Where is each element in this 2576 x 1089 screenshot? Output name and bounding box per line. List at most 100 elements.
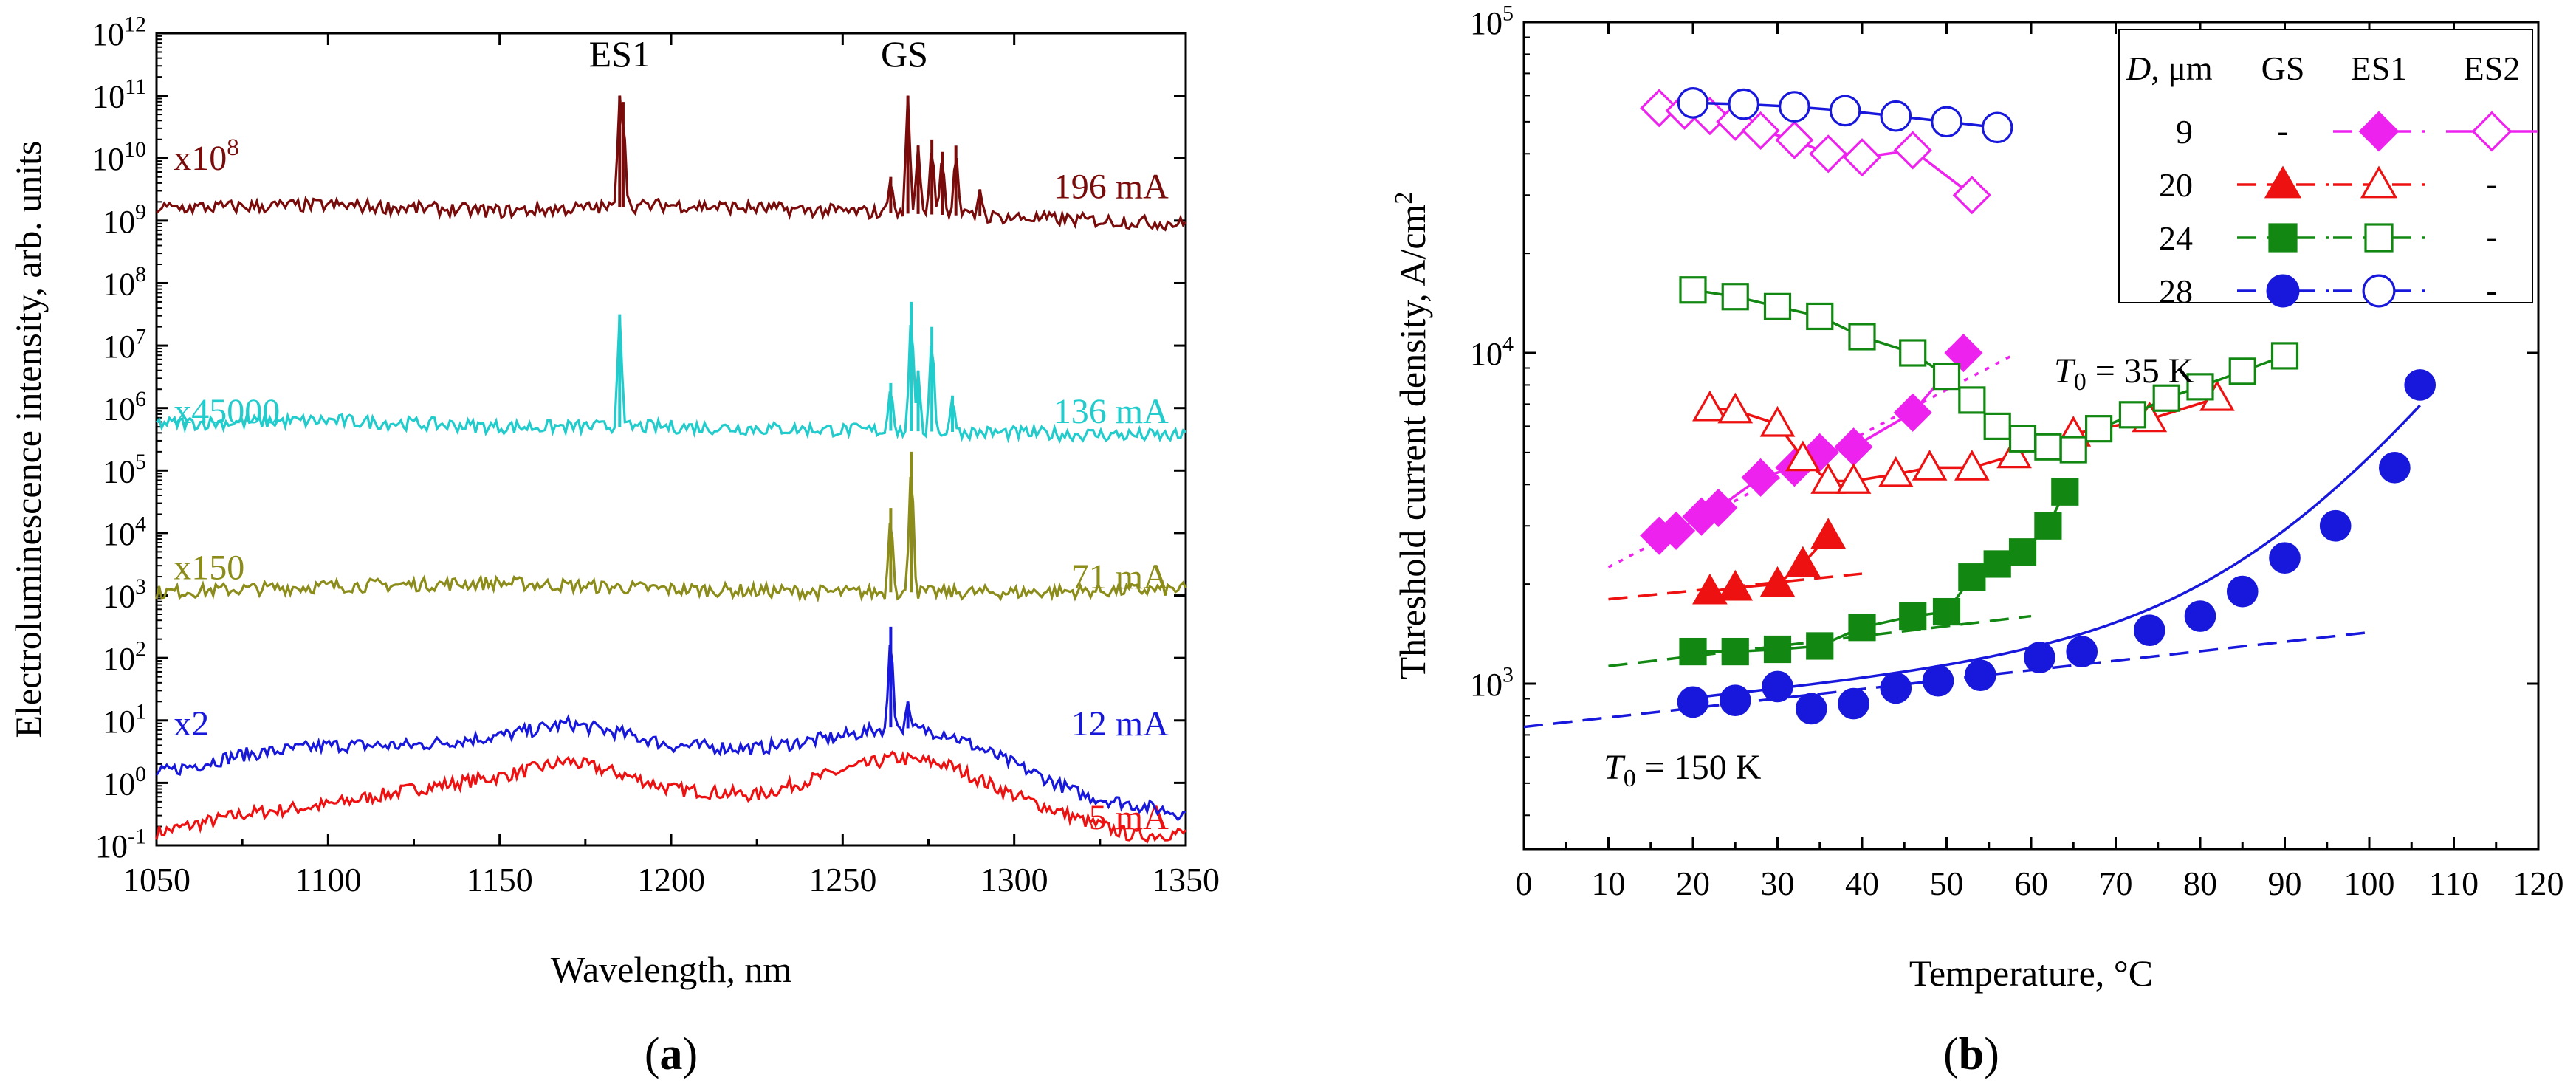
y-tick-label-a: 107 xyxy=(103,325,146,365)
y-tick-label-a: 102 xyxy=(103,637,146,677)
x-tick-label-b: 10 xyxy=(1592,865,1626,902)
y-tick-label-a: 101 xyxy=(103,699,146,739)
series-group-b xyxy=(1640,87,2436,725)
legend-header-d: D, μm xyxy=(2126,49,2213,87)
y-tick-label-a-exp: 12 xyxy=(124,13,146,37)
data-point-d-20-es1 xyxy=(1954,450,1990,481)
legend-marker-es1 xyxy=(2360,165,2398,199)
x-tick-label-b: 20 xyxy=(1676,865,1710,902)
legend-header-es2: ES2 xyxy=(2464,49,2521,87)
data-point-d-20-es1 xyxy=(1785,440,1821,472)
y-tick-label-a-base: 10 xyxy=(103,641,135,677)
current-label: 136 mA xyxy=(1054,392,1169,431)
current-label: 71 mA xyxy=(1071,557,1169,597)
legend-d-value: 28 xyxy=(2159,272,2193,310)
data-point-d-9-es1 xyxy=(1699,488,1738,527)
y-tick-label-a: 108 xyxy=(103,262,146,302)
y-tick-label-b: 103 xyxy=(1470,663,1514,703)
data-point-d-24-es1 xyxy=(1721,283,1749,311)
series-line-5-mA xyxy=(155,750,1187,844)
y-tick-label-a-base: 10 xyxy=(103,579,135,615)
y-tick-label-a-exp: 5 xyxy=(135,450,146,474)
y-axis-title-b: Threshold current density, A/cm2 xyxy=(1390,192,1433,680)
data-point-d-20-es1 xyxy=(1717,392,1754,424)
data-point-d-20-es1 xyxy=(1912,450,1948,481)
data-point-d-28-gs xyxy=(1719,684,1751,716)
data-point-d-24-gs xyxy=(1983,550,2011,578)
data-point-d-24-es1 xyxy=(2059,436,2087,464)
data-point-d-9-es2 xyxy=(1842,138,1882,177)
data-point-d-20-gs xyxy=(1810,518,1847,549)
y-tick-label-a-base: 10 xyxy=(103,329,135,365)
data-point-d-28-gs xyxy=(2379,452,2411,484)
data-point-d-28-gs xyxy=(1677,686,1709,718)
scale-label-exp: 8 xyxy=(227,134,239,161)
data-point-d-28-es1 xyxy=(1931,106,1962,138)
data-point-d-28-gs xyxy=(1922,664,1954,697)
plot-frame-a xyxy=(155,32,1187,847)
data-point-d-24-es1 xyxy=(2186,373,2214,401)
panel-label-a: (a) xyxy=(645,1029,698,1079)
data-point-d-9-es1 xyxy=(1944,333,1983,373)
data-point-d-9-es2 xyxy=(1893,131,1932,170)
data-point-d-20-es1 xyxy=(1810,463,1847,494)
y-tick-label-a: 105 xyxy=(103,450,146,489)
y-tick-label-a: 1012 xyxy=(92,13,146,52)
y-tick-label-a-base: 10 xyxy=(103,266,135,302)
data-point-d-20-es1 xyxy=(1692,390,1728,422)
data-point-d-28-gs xyxy=(1795,693,1827,725)
data-point-d-24-gs xyxy=(2034,512,2062,540)
data-point-d-20-gs xyxy=(1759,566,1796,597)
y-tick-label-a-base: 10 xyxy=(103,391,135,427)
x-axis-title-b: Temperature, °C xyxy=(1909,952,2153,994)
y-tick-label-a-base: 10 xyxy=(92,79,125,115)
labels-a: ES1 GS Wavelength, nm Electroluminescenc… xyxy=(7,33,928,1079)
data-point-d-9-es2 xyxy=(1640,89,1679,128)
data-point-d-24-es1 xyxy=(2034,433,2062,461)
data-point-d-24-es1 xyxy=(2152,384,2180,412)
y-tick-label-a: 104 xyxy=(103,512,146,552)
series-line-d-9-es1 xyxy=(1658,351,1965,537)
y-axis-title-a: Electroluminescence intensity, arb. unit… xyxy=(7,140,49,738)
y-tick-label-a-base: 10 xyxy=(92,16,124,52)
data-point-d-28-gs xyxy=(2269,542,2301,574)
y-axis-title-b-text: Threshold current density, A/cm xyxy=(1392,204,1433,679)
x-axis-title-a: Wavelength, nm xyxy=(551,949,792,990)
scale-label-base: x10 xyxy=(174,139,227,178)
y-tick-label-a: 1010 xyxy=(92,137,146,177)
y-tick-label-b-base: 10 xyxy=(1470,667,1502,703)
data-point-d-28-es1 xyxy=(1677,87,1709,119)
x-tick-label-b: 0 xyxy=(1516,865,1533,902)
data-point-d-20-es1 xyxy=(1835,463,1872,494)
legend-d-value: 20 xyxy=(2159,166,2193,204)
current-label: 196 mA xyxy=(1054,167,1169,206)
x-tick-label-b: 120 xyxy=(2513,865,2564,902)
series-line-136-mA xyxy=(155,314,1186,444)
y-tick-label-a-exp: 0 xyxy=(135,762,146,786)
legend-frame xyxy=(2118,29,2533,303)
data-point-d-24-es1 xyxy=(1932,363,1961,391)
legend-marker-gs xyxy=(2264,165,2302,199)
data-point-d-24-es1 xyxy=(2008,425,2037,453)
data-point-d-24-gs xyxy=(1932,597,1961,626)
data-point-d-24-es1 xyxy=(1983,412,2011,440)
x-tick-label-a: 1350 xyxy=(1152,861,1220,899)
data-point-d-28-gs xyxy=(2133,614,2165,647)
scale-label: x108 xyxy=(174,134,239,178)
y-tick-label-a-exp: 7 xyxy=(135,325,146,349)
y-tick-label-a: 106 xyxy=(103,387,146,427)
y-tick-label-a: 103 xyxy=(103,574,146,614)
data-point-d-9-es1 xyxy=(1893,393,1932,432)
data-point-d-20-gs xyxy=(1717,569,1754,601)
legend-marker-gs xyxy=(2268,223,2298,253)
x-tick-label-a: 1150 xyxy=(467,861,533,899)
x-tick-label-a: 1300 xyxy=(980,861,1048,899)
data-point-d-28-gs xyxy=(2024,642,2055,673)
data-point-d-9-es2 xyxy=(1809,134,1848,174)
y-tick-label-a-base: 10 xyxy=(103,516,135,552)
data-point-d-28-gs xyxy=(2226,575,2259,608)
data-point-d-28-gs xyxy=(1880,672,1912,704)
y-tick-label-a-base: 10 xyxy=(103,204,135,240)
